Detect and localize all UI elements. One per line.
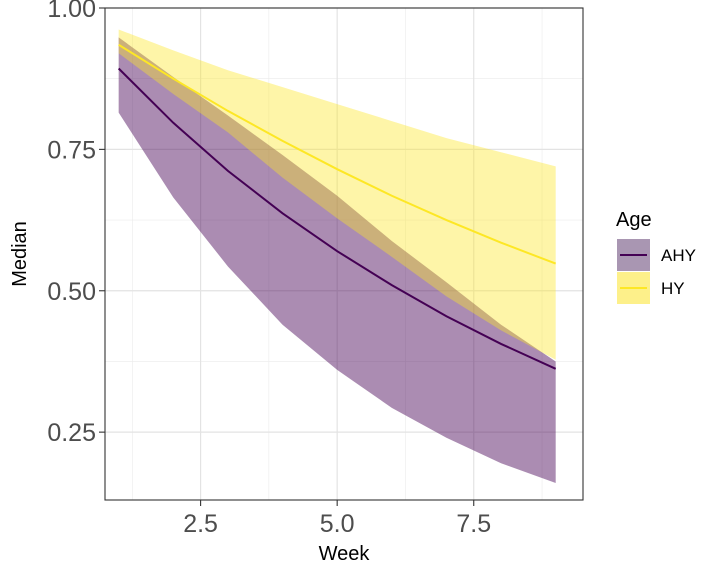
- panel-border: [104, 7, 584, 501]
- x-tick-label: 7.5: [456, 510, 491, 538]
- legend-title: Age: [616, 209, 652, 231]
- y-axis-title: Median: [9, 221, 31, 287]
- y-axis: 0.25 0.50 0.75 1.00: [47, 0, 105, 447]
- legend-label-hy: HY: [661, 279, 685, 298]
- series-line-ahy: [117, 67, 557, 370]
- y-tick-label: 0.75: [47, 136, 96, 164]
- ribbon-ahy: [118, 37, 556, 484]
- series-lines: [117, 43, 557, 370]
- legend-label-ahy: AHY: [661, 246, 696, 265]
- x-tick-label: 2.5: [183, 510, 218, 538]
- x-tick-label: 5.0: [320, 510, 355, 538]
- legend: Age AHY HY: [616, 209, 696, 304]
- series-line-hy: [118, 43, 557, 265]
- y-tick-label: 0.50: [47, 278, 96, 306]
- y-tick-label: 1.00: [47, 0, 96, 23]
- y-tick-label: 0.25: [47, 419, 96, 447]
- panel-background: [105, 8, 583, 500]
- x-axis-title: Week: [319, 543, 371, 565]
- x-axis: 2.5 5.0 7.5: [183, 500, 491, 538]
